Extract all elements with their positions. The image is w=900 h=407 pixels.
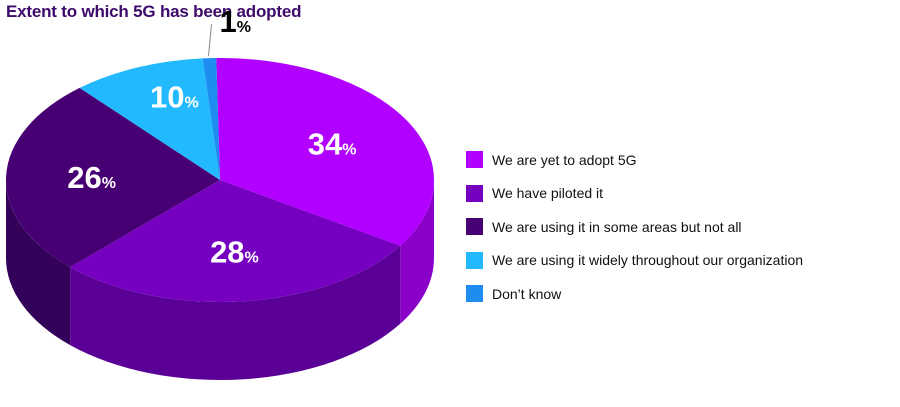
legend-item-dont-know: Don’t know xyxy=(466,277,803,311)
pie-slice xyxy=(5,87,220,268)
pie-slice-side xyxy=(6,180,71,346)
pie-slice xyxy=(216,58,434,246)
legend-swatch xyxy=(466,184,483,202)
pie-slice xyxy=(79,58,221,180)
legend-item-yet-to-adopt: We are yet to adopt 5G xyxy=(466,143,803,177)
pie-slice xyxy=(70,180,401,302)
pie-labels: 34% 28% 26% 10% 1% xyxy=(67,4,356,270)
legend-label: We are using it in some areas but not al… xyxy=(492,218,742,235)
legend-label: We are using it widely throughout our or… xyxy=(492,252,804,269)
pie-slice-label: 26% xyxy=(67,160,116,195)
legend-item-some-areas: We are using it in some areas but not al… xyxy=(466,210,803,244)
pie-slice-label: 28% xyxy=(210,235,259,270)
legend: We are yet to adopt 5G We have piloted i… xyxy=(466,143,803,311)
pie-slice-side xyxy=(400,180,434,324)
legend-label: Don’t know xyxy=(492,285,562,302)
legend-label: We have piloted it xyxy=(492,185,604,202)
legend-swatch xyxy=(466,285,483,303)
pie-slice-label: 10% xyxy=(150,80,199,115)
legend-swatch xyxy=(466,251,483,269)
legend-swatch xyxy=(466,151,483,169)
pie-slice-side xyxy=(70,245,401,380)
label-leader-line xyxy=(207,24,212,57)
pie-top xyxy=(5,58,434,302)
chart-title: Extent to which 5G has been adopted xyxy=(6,2,302,21)
legend-swatch xyxy=(466,218,483,236)
pie-slice xyxy=(202,58,220,180)
legend-item-widely: We are using it widely throughout our or… xyxy=(466,244,803,278)
pie-slice-label: 1% xyxy=(219,4,250,39)
pie-side-walls xyxy=(6,180,434,380)
legend-label: We are yet to adopt 5G xyxy=(492,151,637,168)
legend-item-piloted: We have piloted it xyxy=(466,177,803,211)
pie-slice-label: 34% xyxy=(308,126,357,161)
